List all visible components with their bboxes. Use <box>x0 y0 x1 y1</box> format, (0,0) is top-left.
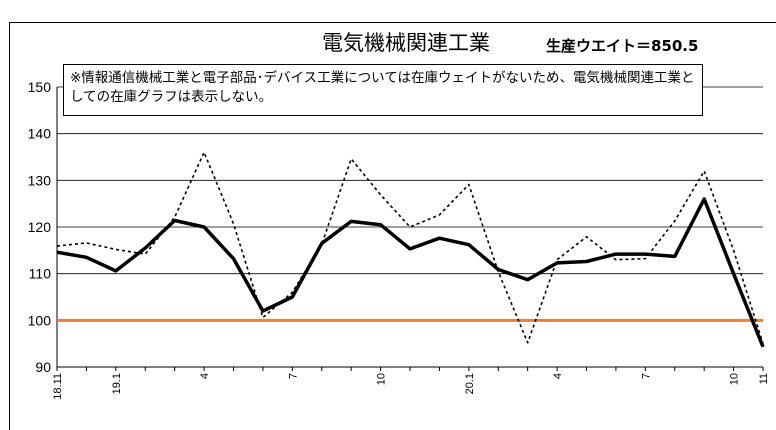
chart-frame <box>9 22 776 430</box>
x-tick-label: 10 <box>729 373 741 385</box>
y-tick-label: 130 <box>28 172 52 188</box>
x-tick-label: 19.1 <box>111 373 123 394</box>
x-tick-label: 4 <box>552 373 564 379</box>
y-tick-label: 110 <box>29 266 52 282</box>
x-tick-label: 18.11 <box>52 373 64 400</box>
y-tick-label: 120 <box>28 219 52 235</box>
x-tick-label: 10 <box>376 373 388 385</box>
x-tick-label: 11 <box>758 373 770 384</box>
x-tick-label: 7 <box>640 373 652 379</box>
y-tick-label: 100 <box>28 312 52 328</box>
chart-note: ※情報通信機械工業と電子部品･デバイス工業については在庫ウェイトがないため、電気… <box>63 64 703 116</box>
production-weight-label: 生産ウエイト＝850.5 <box>546 37 699 55</box>
series-line-dotted <box>56 151 764 344</box>
x-tick-label: 7 <box>287 373 299 379</box>
y-tick-label: 90 <box>35 359 51 375</box>
chart-title: 電気機械関連工業 <box>322 31 490 55</box>
series-line-solid <box>56 197 765 348</box>
x-tick-label: 20.1 <box>464 373 476 394</box>
y-tick-label: 140 <box>28 126 52 142</box>
y-tick-label: 150 <box>28 79 52 95</box>
x-tick-label: 4 <box>199 373 211 379</box>
